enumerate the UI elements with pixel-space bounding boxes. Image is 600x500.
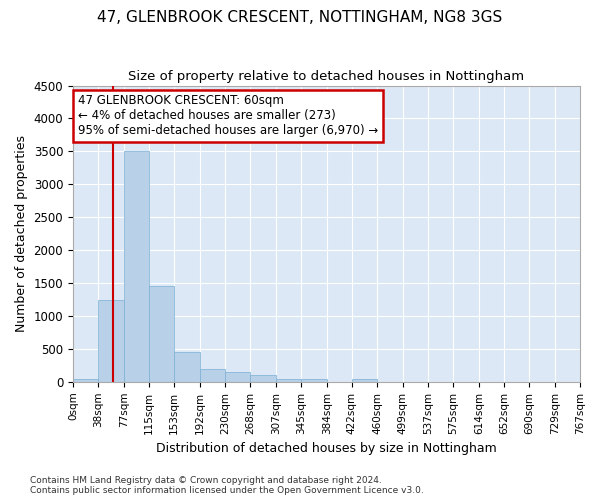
Bar bbox=[174, 352, 200, 382]
Bar bbox=[225, 372, 250, 382]
Text: Contains HM Land Registry data © Crown copyright and database right 2024.
Contai: Contains HM Land Registry data © Crown c… bbox=[30, 476, 424, 495]
Bar bbox=[73, 378, 98, 382]
Bar bbox=[276, 378, 301, 382]
Bar bbox=[98, 300, 124, 382]
Text: 47, GLENBROOK CRESCENT, NOTTINGHAM, NG8 3GS: 47, GLENBROOK CRESCENT, NOTTINGHAM, NG8 … bbox=[97, 10, 503, 25]
Bar bbox=[352, 378, 377, 382]
Title: Size of property relative to detached houses in Nottingham: Size of property relative to detached ho… bbox=[128, 70, 524, 83]
Bar bbox=[124, 152, 149, 382]
Bar bbox=[200, 368, 225, 382]
Y-axis label: Number of detached properties: Number of detached properties bbox=[15, 135, 28, 332]
Bar bbox=[149, 286, 174, 382]
X-axis label: Distribution of detached houses by size in Nottingham: Distribution of detached houses by size … bbox=[156, 442, 497, 455]
Text: 47 GLENBROOK CRESCENT: 60sqm
← 4% of detached houses are smaller (273)
95% of se: 47 GLENBROOK CRESCENT: 60sqm ← 4% of det… bbox=[78, 94, 378, 138]
Bar bbox=[250, 375, 276, 382]
Bar bbox=[301, 378, 327, 382]
